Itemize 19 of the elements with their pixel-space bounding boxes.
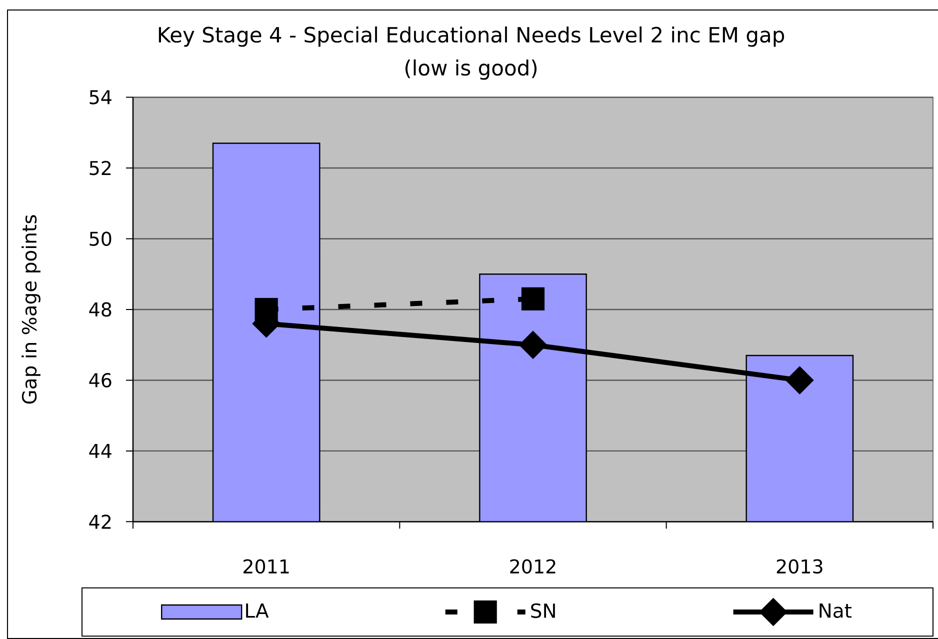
y-axis-title: Gap in %age points	[22, 215, 40, 404]
legend-label: Nat	[820, 603, 852, 618]
y-tick-label: 44	[89, 444, 112, 458]
chart-title: Key Stage 4 - Special Educational Needs Level 2 inc EM gap	[158, 26, 784, 47]
y-tick-label: 48	[89, 302, 112, 317]
point	[521, 287, 545, 310]
legend-label: SN	[531, 603, 555, 618]
x-tick-label: 2013	[776, 559, 822, 574]
y-tick-label: 46	[89, 373, 112, 388]
x-tick-label: 2011	[244, 559, 289, 574]
y-tick-label: 50	[90, 232, 112, 246]
chart-subtitle: (low is good)	[405, 59, 537, 80]
x-tick-label: 2012	[510, 559, 556, 574]
legend-label: LA	[246, 603, 269, 618]
y-tick-label: 52	[90, 160, 111, 176]
y-tick-label: 42	[89, 514, 111, 529]
point	[518, 330, 548, 360]
y-tick-label: 54	[90, 90, 112, 104]
point	[785, 366, 814, 394]
